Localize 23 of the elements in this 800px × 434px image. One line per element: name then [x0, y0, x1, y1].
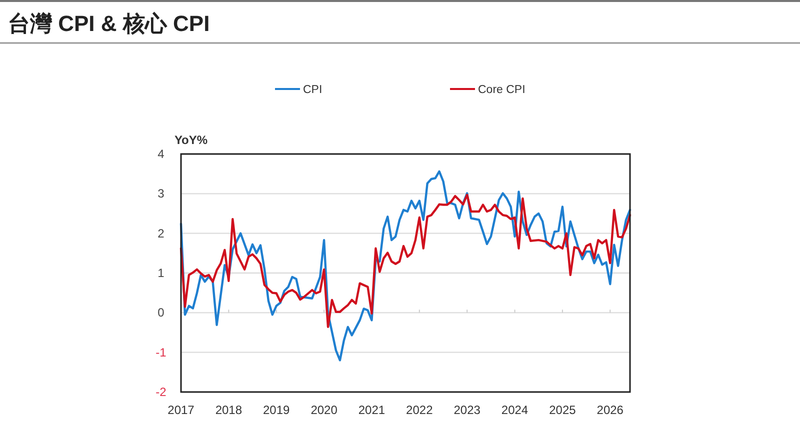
y-tick-label: 4: [158, 147, 165, 161]
x-tick-label: 2023: [454, 403, 481, 417]
line-series: [180, 170, 632, 362]
y-tick-label: -1: [156, 345, 167, 360]
x-tick-label: 2019: [263, 403, 290, 417]
y-axis-title: YoY%: [174, 133, 208, 147]
y-tick-label: 1: [158, 266, 165, 280]
legend-label: CPI: [303, 84, 322, 96]
x-tick-label: 2020: [310, 403, 338, 417]
x-tick-label: 2024: [501, 403, 528, 417]
y-tick-label: 3: [158, 186, 165, 201]
x-tick-label: 2026: [596, 403, 624, 417]
line-series: [180, 194, 632, 328]
x-tick-label: 2022: [406, 403, 434, 417]
chart-title: 台灣 CPI & 核心 CPI: [8, 11, 210, 36]
x-tick-label: 2017: [168, 403, 195, 417]
y-tick-label: 2: [158, 226, 165, 240]
x-tick-label: 2021: [358, 403, 386, 417]
y-tick-label: -2: [156, 385, 167, 399]
x-tick-label: 2025: [549, 403, 576, 417]
x-tick-label: 2018: [215, 403, 242, 417]
legend-label: Core CPI: [478, 84, 526, 96]
y-tick-label: 0: [158, 306, 165, 320]
